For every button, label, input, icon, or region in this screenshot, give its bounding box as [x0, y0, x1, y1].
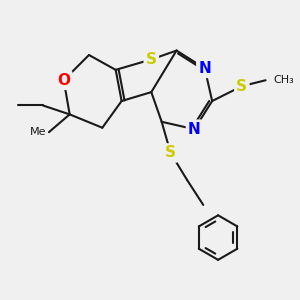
Text: Me: Me — [29, 127, 46, 137]
Text: S: S — [236, 79, 247, 94]
Text: S: S — [146, 52, 157, 67]
Text: S: S — [165, 146, 176, 160]
Text: CH₃: CH₃ — [273, 75, 294, 85]
Text: O: O — [57, 73, 70, 88]
Text: N: N — [198, 61, 211, 76]
Text: N: N — [188, 122, 201, 137]
